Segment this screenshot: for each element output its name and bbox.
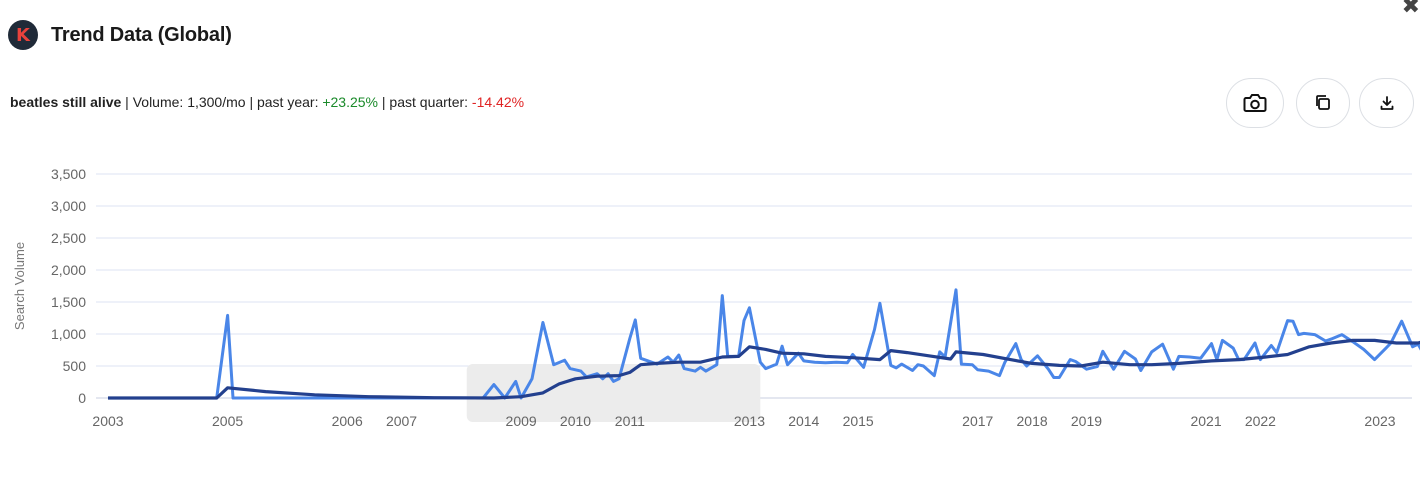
- x-tick-label: 2021: [1190, 413, 1221, 429]
- x-tick-label: 2011: [615, 413, 645, 429]
- y-tick-label: 0: [78, 390, 86, 406]
- y-tick-label: 500: [63, 358, 87, 374]
- y-axis-label: Search Volume: [12, 242, 27, 330]
- brand-logo: K: [8, 20, 38, 50]
- camera-icon: [1243, 94, 1267, 112]
- keyword-summary: beatles still alive | Volume: 1,300/mo |…: [10, 94, 524, 110]
- header: K Trend Data (Global): [8, 18, 232, 52]
- past-year-change: +23.25%: [322, 94, 379, 110]
- y-axis: 0 500 1,000 1,500 2,000 2,500 3,000 3,500: [51, 166, 86, 406]
- x-tick-label: 2022: [1245, 413, 1276, 429]
- x-tick-label: 2017: [962, 413, 993, 429]
- y-tick-label: 2,000: [51, 262, 86, 278]
- download-icon: [1380, 96, 1393, 110]
- x-tick-label: 2006: [332, 413, 363, 429]
- copy-icon: [1316, 95, 1330, 110]
- x-tick-label: 2015: [843, 413, 874, 429]
- close-icon[interactable]: ✖: [1401, 0, 1420, 19]
- x-tick-label: 2013: [734, 413, 765, 429]
- past-quarter-change: -14.42%: [471, 94, 525, 110]
- series-lines: [108, 288, 1420, 400]
- download-button[interactable]: [1359, 78, 1414, 128]
- raw-volume-line: [108, 288, 1420, 400]
- selection-range[interactable]: [466, 364, 761, 422]
- x-tick-label: 2018: [1017, 413, 1048, 429]
- x-tick-label: 2009: [506, 413, 537, 429]
- quarter-text: | past quarter:: [378, 94, 472, 110]
- x-tick-label: 2005: [212, 413, 243, 429]
- copy-button[interactable]: [1296, 78, 1350, 128]
- y-tick-label: 1,500: [51, 294, 86, 310]
- x-tick-label: 2019: [1071, 413, 1102, 429]
- y-tick-label: 3,000: [51, 198, 86, 214]
- x-tick-label: 2014: [788, 413, 819, 429]
- x-axis: 2003 2005 2006 2007 2009 2010 2011 2013 2014 2015…: [92, 413, 1395, 429]
- page-title: Trend Data (Global): [51, 23, 232, 46]
- x-tick-label: 2007: [386, 413, 417, 429]
- y-tick-label: 3,500: [51, 166, 86, 182]
- x-tick-label: 2010: [560, 413, 591, 429]
- trend-line: [108, 338, 1420, 400]
- y-tick-label: 1,000: [51, 326, 86, 342]
- screenshot-button[interactable]: [1226, 78, 1284, 128]
- x-tick-label: 2003: [92, 413, 123, 429]
- x-tick-label: 2023: [1364, 413, 1395, 429]
- volume-text: | Volume: 1,300/mo | past year:: [121, 94, 323, 110]
- keyword-label: beatles still alive: [10, 94, 122, 110]
- y-tick-label: 2,500: [51, 230, 86, 246]
